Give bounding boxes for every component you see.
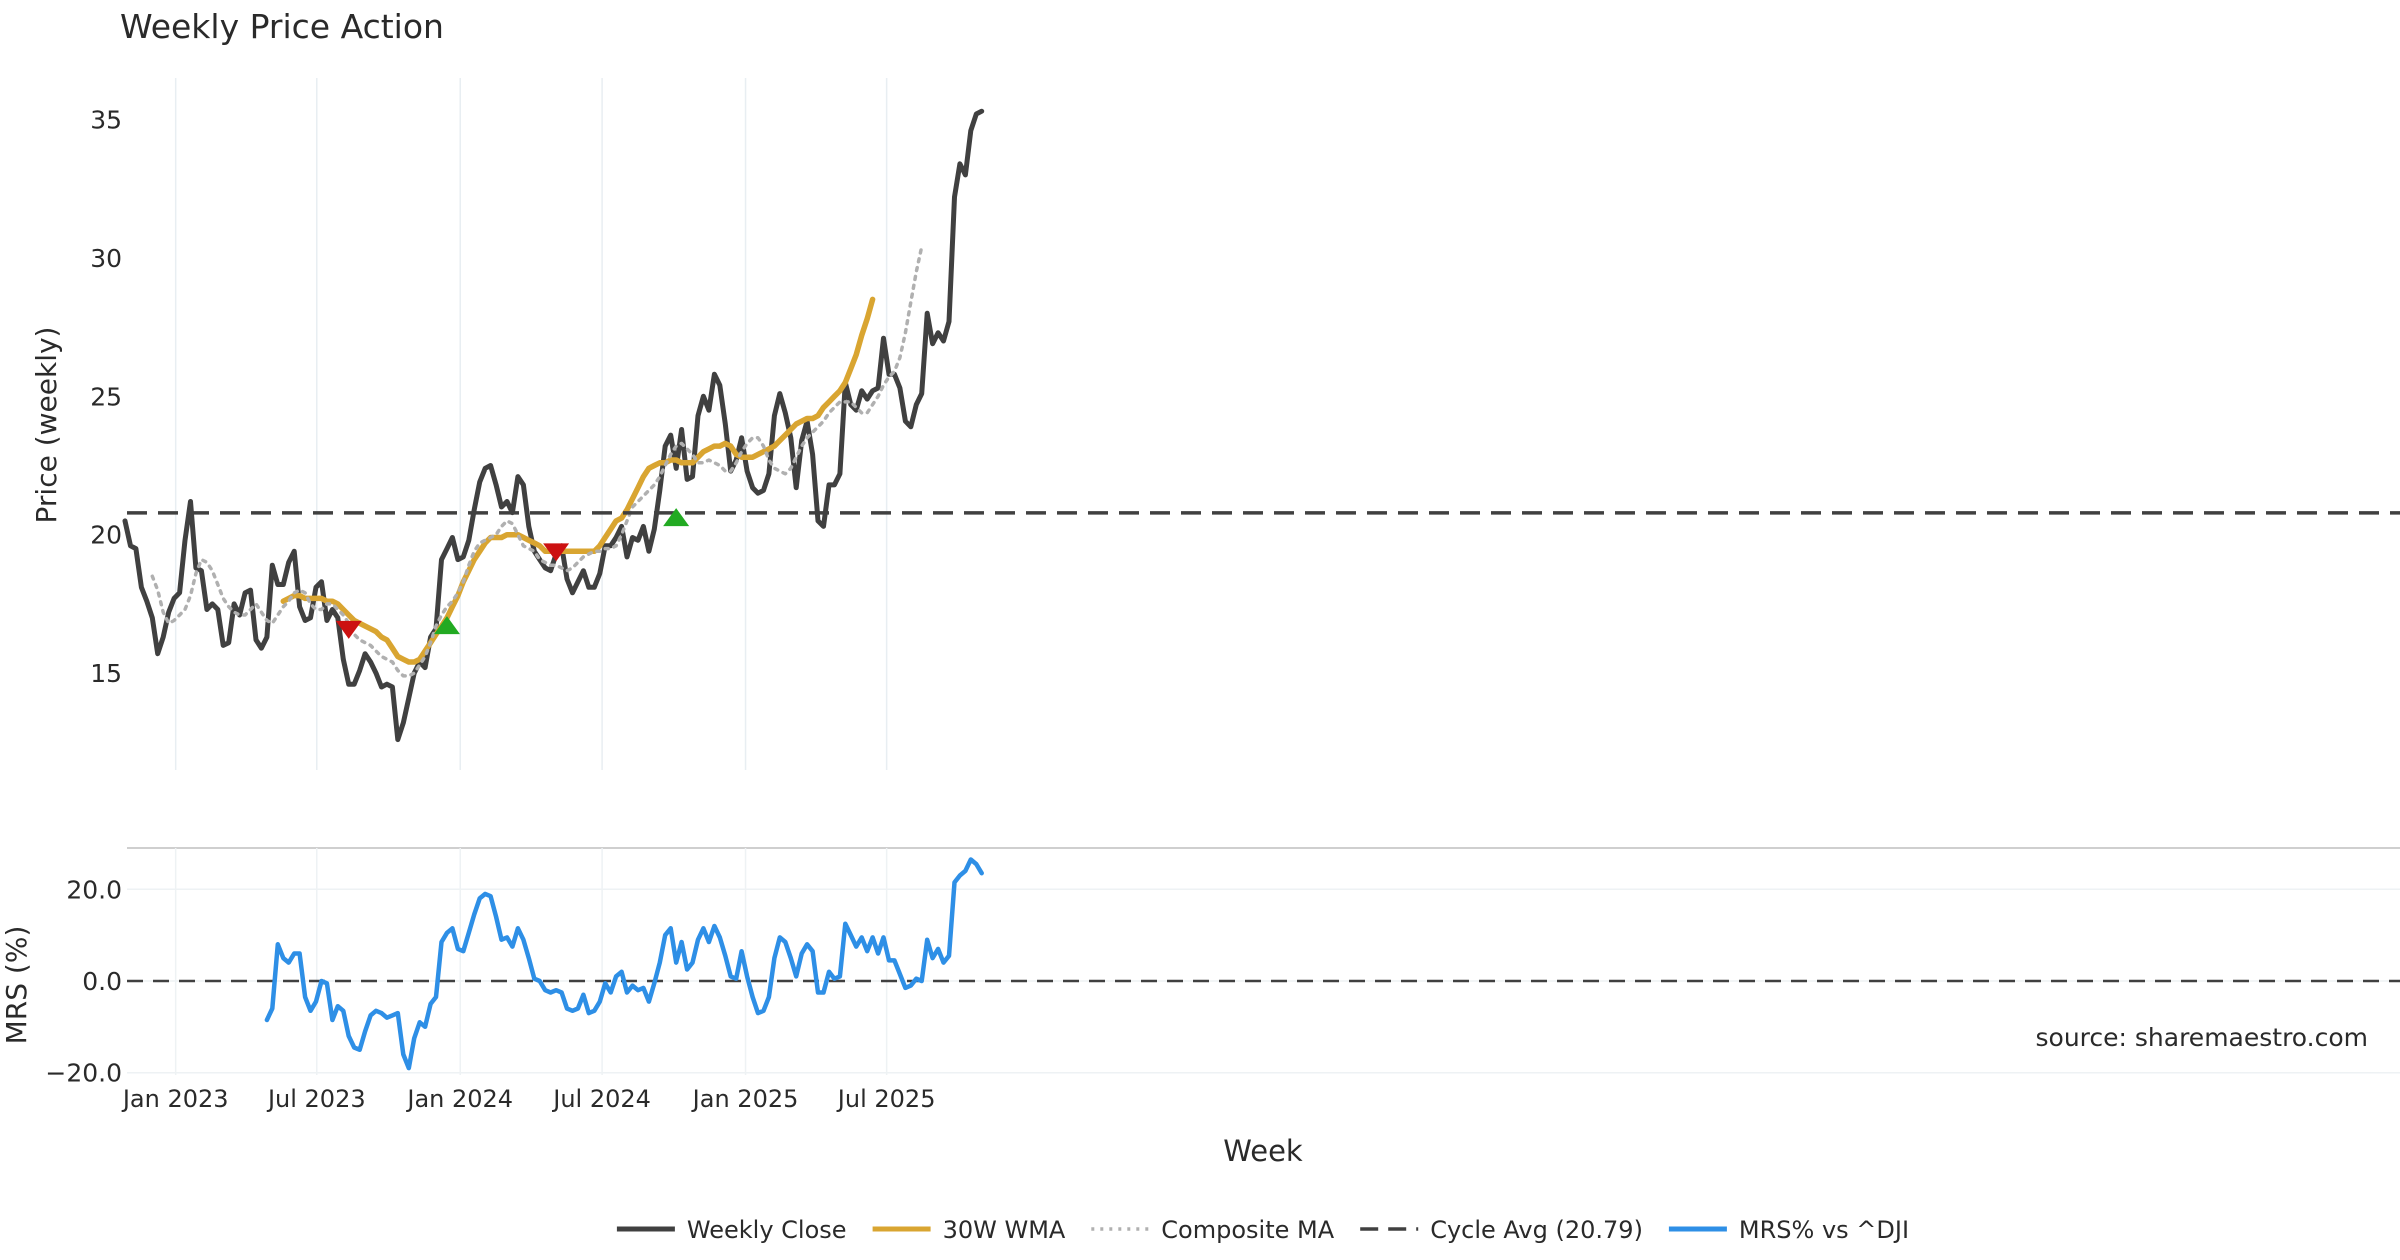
legend-item-30w-wma: 30W WMA [872,1216,1066,1244]
signal-markers [335,508,690,639]
buy-signal-marker-4 [663,508,690,527]
source-annotation: source: sharemaestro.com [2036,1023,2369,1052]
sell-signal-marker-1 [335,620,362,639]
legend-item-mrs-vs-dji: MRS% vs ^DJI [1668,1216,1909,1244]
mrs-y-tick-20-0: 20.0 [66,875,122,904]
price-y-tick-30: 30 [90,244,122,273]
legend-item-composite-ma: Composite MA [1091,1216,1335,1244]
legend-item-weekly-close: Weekly Close [616,1216,847,1244]
sell-signal-marker-3 [543,543,570,562]
mrs-y-axis-label: MRS (%) [0,926,33,1045]
price-y-tick-15: 15 [90,659,122,688]
legend-label-composite-ma: Composite MA [1161,1216,1334,1244]
price-y-tick-35: 35 [90,106,122,135]
chart-title: Weekly Price Action [120,7,444,46]
x-tick-label-jan-2023: Jan 2023 [121,1085,229,1113]
mrs-grid [127,848,2400,1075]
30w-wma-line [280,296,876,665]
price-series [122,108,2400,743]
legend: Weekly Close 30W WMA Composite MA Cycle Avg… [616,1216,1909,1244]
weekly-close-line [122,108,985,743]
x-axis-label: Week [1223,1134,1303,1168]
legend-label-cycle-avg-20-79: Cycle Avg (20.79) [1430,1216,1643,1244]
mrs-y-tick-20-0: −20.0 [45,1059,122,1088]
mrs-y-tick-0-0: 0.0 [82,967,122,996]
price-panel: 15 20 25 30 35 Price (weekly) [30,78,2400,770]
price-grid [174,78,888,770]
x-tick-label-jan-2025: Jan 2025 [691,1085,799,1113]
price-y-tick-20: 20 [90,521,122,550]
x-tick-label-jul-2023: Jul 2023 [266,1085,366,1113]
legend-label-weekly-close: Weekly Close [687,1216,847,1244]
mrs-y-ticks: 20.0 0.0 −20.0 [45,875,122,1087]
x-tick-label-jan-2024: Jan 2024 [405,1085,513,1113]
composite-ma-line [150,245,924,678]
buy-signal-marker-2 [433,616,460,635]
x-tick-label-jul-2024: Jul 2024 [551,1085,651,1113]
legend-label-30w-wma: 30W WMA [943,1216,1066,1244]
x-tick-label-jul-2025: Jul 2025 [836,1085,936,1113]
legend-label-mrs-vs-dji: MRS% vs ^DJI [1739,1216,1909,1244]
mrs-vs-dji-line [264,857,984,1071]
price-y-axis-label: Price (weekly) [30,327,63,524]
x-axis-ticks: Jan 2023 Jul 2023 Jan 2024 Jul 2024 Jan 2025… [121,1085,936,1113]
mrs-series [264,857,984,1071]
price-y-ticks: 15 20 25 30 35 [90,106,122,689]
legend-item-cycle-avg-20-79: Cycle Avg (20.79) [1360,1216,1643,1244]
mrs-panel: 20.0 0.0 −20.0 MRS (%) source: sharemaestr… [0,847,2400,1088]
price-y-tick-25: 25 [90,382,122,411]
